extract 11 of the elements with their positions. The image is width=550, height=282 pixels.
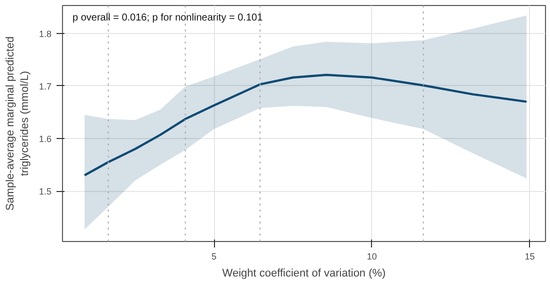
x-tick-label: 5: [212, 252, 217, 262]
y-axis-title: Sample-average marginal predicted triglycerides (mmol/L): [4, 36, 31, 211]
y-tick-label: 1.8: [38, 28, 52, 39]
x-tick-label: 10: [366, 252, 377, 262]
y-tick-label: 1.5: [38, 186, 52, 197]
y-tick-label: 1.7: [38, 81, 52, 92]
annotation: p overall = 0.016; p for nonlinearity = 0.101: [72, 12, 264, 24]
y-tick-label: 1.6: [38, 134, 52, 144]
line-series: [84, 74, 528, 176]
x-tick-label: 15: [524, 252, 535, 262]
x-axis-title: Weight coefficient of variation (%): [222, 268, 386, 280]
